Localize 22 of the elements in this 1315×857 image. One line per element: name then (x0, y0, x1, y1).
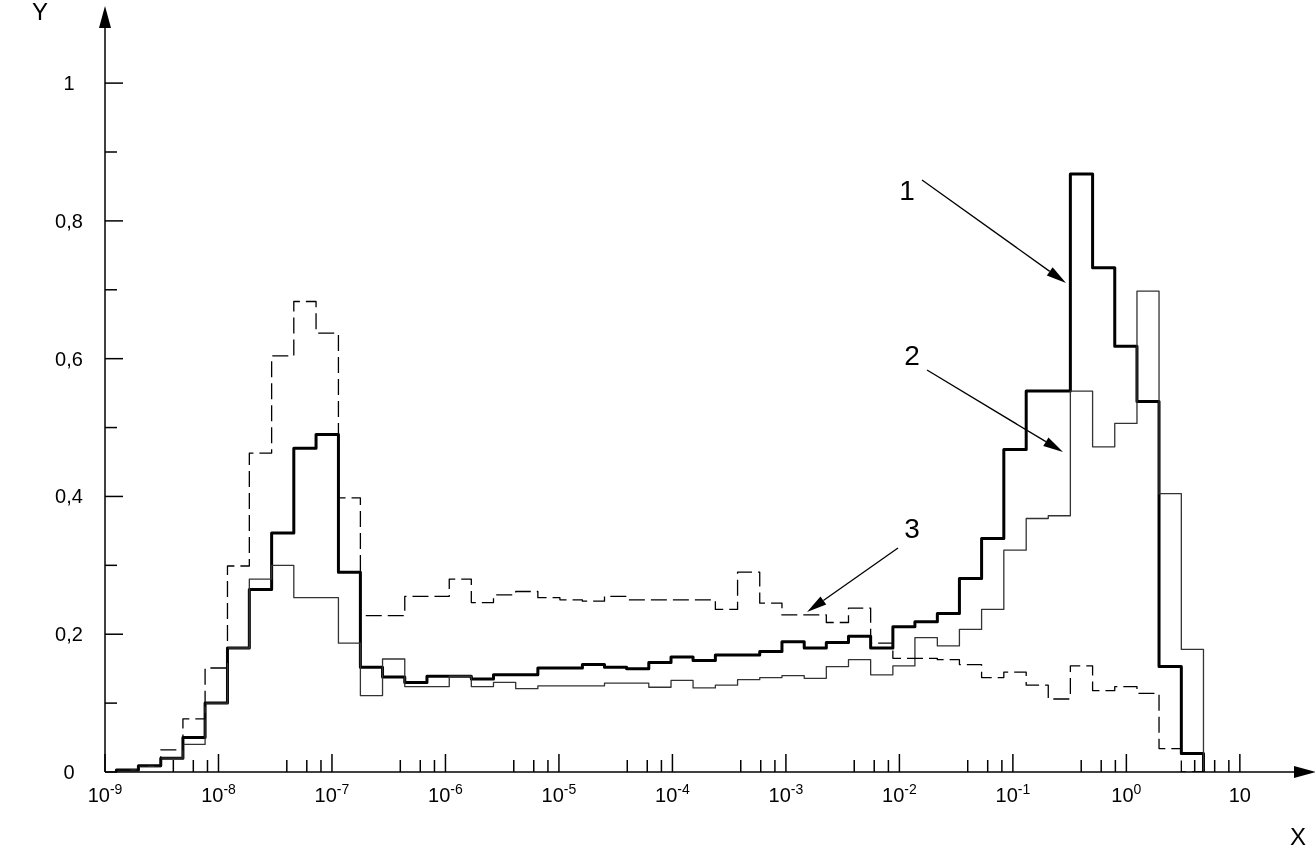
x-tick-label: 10$^{-8}$ (201, 781, 237, 806)
annotation: 2 (904, 340, 920, 371)
y-axis-title: Y (31, 0, 49, 25)
y-tick-label: 0,6 (55, 347, 83, 370)
y-tick-label: 0,2 (55, 623, 83, 646)
y-tick-label: 0,8 (55, 209, 83, 232)
y-tick-label: 0,4 (55, 485, 83, 508)
x-tick-label: 10$^{-6}$ (428, 781, 464, 806)
x-tick-label: 10 (1228, 784, 1251, 806)
x-tick-label: 10$^{-1}$ (995, 781, 1031, 806)
x-tick-label: 10$^{-3}$ (768, 781, 804, 806)
x-tick-label: 10$^{-5}$ (541, 781, 577, 806)
x-tick-label: 10$^{-9}$ (87, 781, 123, 806)
y-tick-label: 0 (63, 761, 75, 783)
x-tick-label: 10$^{-7}$ (314, 781, 350, 806)
x-tick-label: 10$^{-2}$ (882, 781, 917, 806)
x-tick-label: 10$^{-4}$ (655, 781, 690, 806)
x-axis-title: X (1289, 823, 1307, 850)
annotation: 3 (904, 513, 920, 544)
annotation: 1 (899, 175, 915, 206)
x-tick-label: 10$^{0}$ (1111, 781, 1142, 806)
y-tick-label: 1 (63, 72, 75, 95)
